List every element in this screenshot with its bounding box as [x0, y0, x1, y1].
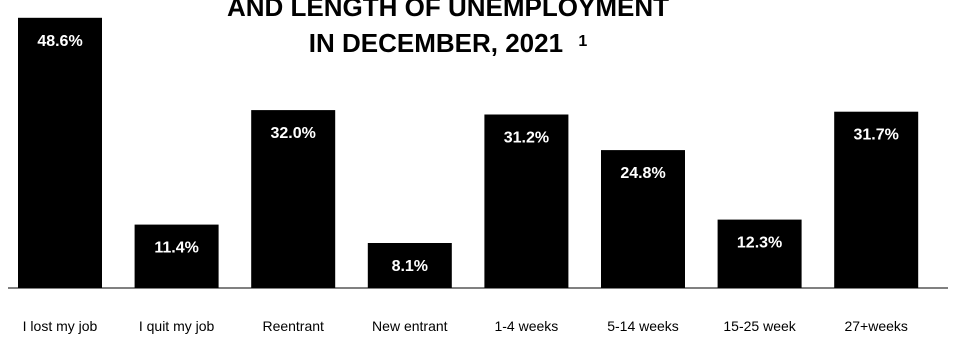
value-label-4: 31.2% — [504, 130, 549, 147]
category-label-1: I quit my job — [139, 318, 215, 334]
chart-title-footnote: 1 — [578, 33, 587, 50]
category-label-4: 1-4 weeks — [494, 318, 558, 334]
value-label-5: 24.8% — [620, 165, 665, 182]
chart-title-line-1: AND LENGTH OF UNEMPLOYMENT — [227, 0, 669, 22]
bar-4 — [484, 114, 569, 288]
value-label-2: 32.0% — [271, 125, 316, 142]
value-label-0: 48.6% — [37, 33, 82, 50]
category-label-0: I lost my job — [23, 318, 98, 334]
value-label-7: 31.7% — [854, 127, 899, 144]
bar-5 — [601, 150, 685, 288]
bar-3 — [367, 243, 452, 288]
value-label-3: 8.1% — [392, 258, 428, 275]
category-label-2: Reentrant — [262, 318, 324, 334]
bar-0 — [18, 17, 102, 289]
bar-7 — [834, 111, 919, 288]
bar-6 — [717, 219, 802, 288]
value-label-1: 11.4% — [154, 240, 198, 257]
category-labels-layer: I lost my job I quit my job Reentrant New e… — [23, 318, 908, 334]
category-label-3: New entrant — [372, 318, 448, 334]
category-label-7: 27+weeks — [844, 318, 907, 334]
bar-1 — [134, 224, 219, 288]
value-labels-layer: 48.6% 11.4% 32.0% 8.1% 31.2% 24.8% 12.3% 31.7% — [37, 33, 899, 275]
category-label-6: 15-25 week — [723, 318, 796, 334]
bar-2 — [251, 110, 336, 288]
chart-title-line-2: IN DECEMBER, 2021 1 — [309, 28, 588, 58]
chart-title-line-2-text: IN DECEMBER, 2021 — [309, 28, 563, 58]
value-label-6: 12.3% — [737, 235, 782, 252]
category-label-5: 5-14 weeks — [607, 318, 679, 334]
bars-layer — [18, 17, 919, 289]
